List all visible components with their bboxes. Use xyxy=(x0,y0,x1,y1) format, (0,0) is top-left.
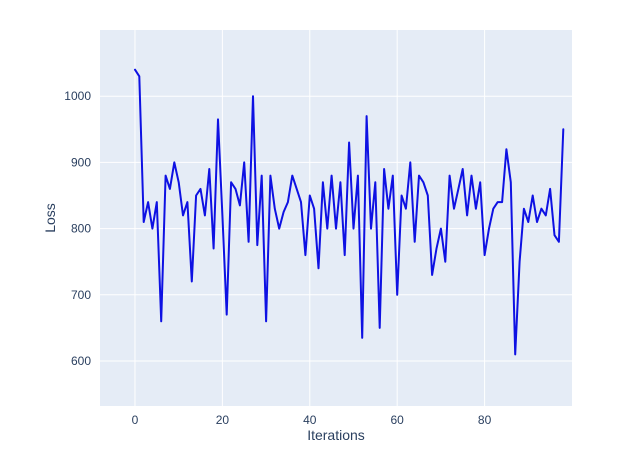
y-tick-label: 600 xyxy=(71,354,91,368)
x-tick-label: 40 xyxy=(303,413,317,427)
x-tick-label: 80 xyxy=(478,413,492,427)
x-tick-label: 20 xyxy=(216,413,230,427)
x-tick-label: 0 xyxy=(132,413,139,427)
y-tick-label: 800 xyxy=(71,222,91,236)
y-tick-label: 1000 xyxy=(64,89,91,103)
y-tick-labels: 600 700 800 900 1000 xyxy=(64,89,91,368)
loss-line-series xyxy=(134,68,565,356)
x-tick-labels: 0 20 40 60 80 xyxy=(132,413,492,427)
y-tick-label: 900 xyxy=(71,155,91,169)
x-axis-title: Iterations xyxy=(307,427,365,443)
y-axis-title: Loss xyxy=(42,203,58,233)
x-tick-label: 60 xyxy=(391,413,405,427)
y-tick-label: 700 xyxy=(71,288,91,302)
